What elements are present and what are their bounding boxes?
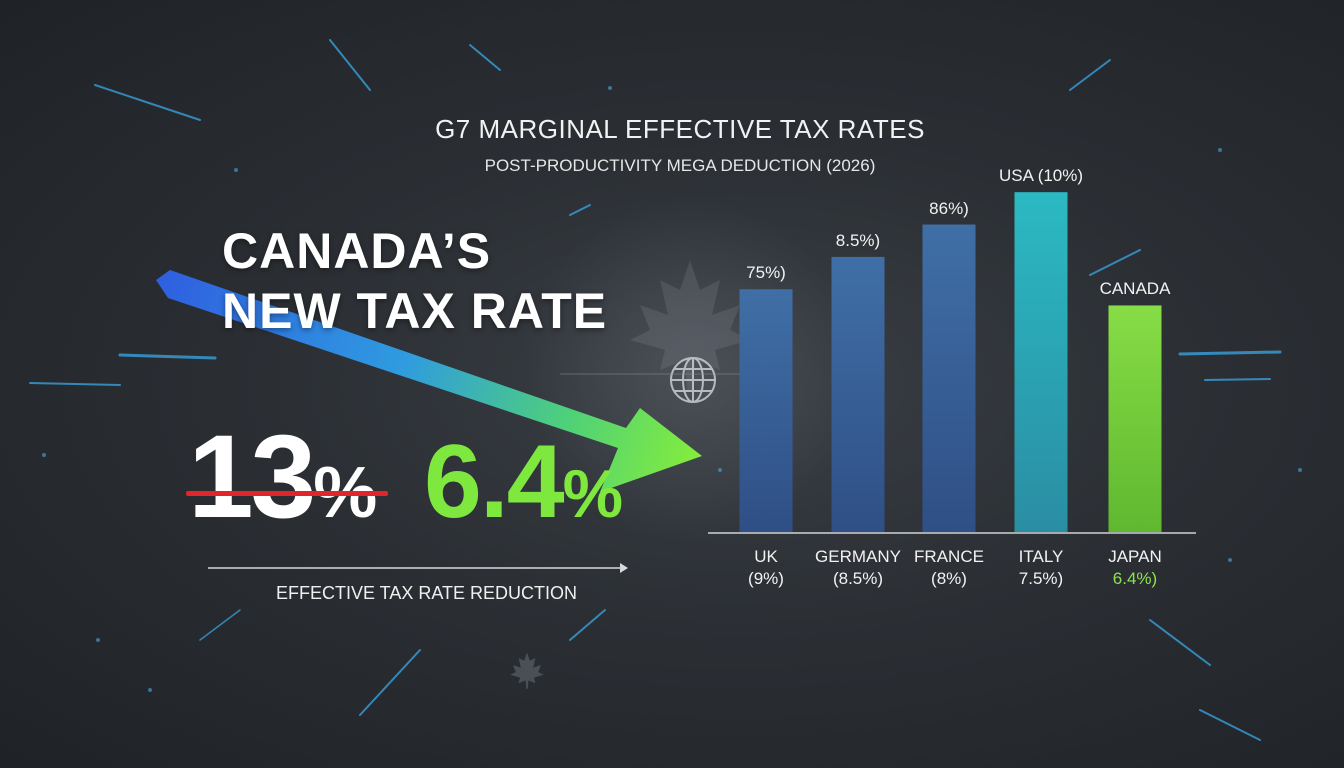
category-name: JAPAN: [1108, 547, 1162, 566]
chart-subtitle: POST-PRODUCTIVITY MEGA DEDUCTION (2026): [484, 156, 876, 175]
bar-japan: [1108, 305, 1162, 532]
new-rate-percent: %: [562, 456, 624, 532]
bar-top-label: 86%): [929, 198, 969, 218]
old-rate-number: 13: [188, 411, 316, 543]
category-label: ITALY 7.5%): [986, 546, 1096, 590]
bar-top-label: CANADA: [1099, 279, 1171, 299]
bar-top-label: 8.5%): [835, 230, 881, 250]
category-label: UK (9%): [711, 546, 821, 590]
bar-germany: [831, 256, 885, 532]
headline-line-1: CANADA’S: [222, 223, 492, 279]
category-sub-value: 6.4%): [1112, 569, 1158, 588]
bar-france: [922, 224, 976, 532]
category-sub-value: (8%): [931, 569, 967, 588]
category-name: FRANCE: [914, 547, 984, 566]
category-label: FRANCE (8%): [894, 546, 1004, 590]
category-label: GERMANY (8.5%): [803, 546, 913, 590]
bar-top-label: 75%): [746, 263, 786, 283]
new-rate: 6.4%: [424, 430, 623, 534]
reduction-label: EFFECTIVE TAX RATE REDUCTION: [276, 583, 578, 603]
bar-italy: [1014, 192, 1068, 532]
maple-leaf-icon: [630, 260, 750, 390]
new-rate-number: 6.4: [424, 424, 565, 540]
category-label: JAPAN 6.4%): [1080, 546, 1190, 590]
globe-icon: [670, 357, 716, 403]
maple-leaf-icon: [510, 652, 544, 689]
category-sub-value: (8.5%): [832, 569, 884, 588]
strikethrough-line: [186, 491, 388, 496]
headline-line-2: NEW TAX RATE: [222, 283, 608, 339]
category-sub-value: 7.5%): [1018, 569, 1064, 588]
category-name: UK: [754, 547, 778, 566]
category-name: GERMANY: [815, 547, 901, 566]
bar-uk: [739, 289, 793, 532]
bar-top-label: USA (10%): [998, 166, 1084, 186]
chart-title: G7 MARGINAL EFFECTIVE TAX RATES: [435, 114, 925, 144]
category-sub-value: (9%): [748, 569, 784, 588]
category-name: ITALY: [1018, 547, 1064, 566]
